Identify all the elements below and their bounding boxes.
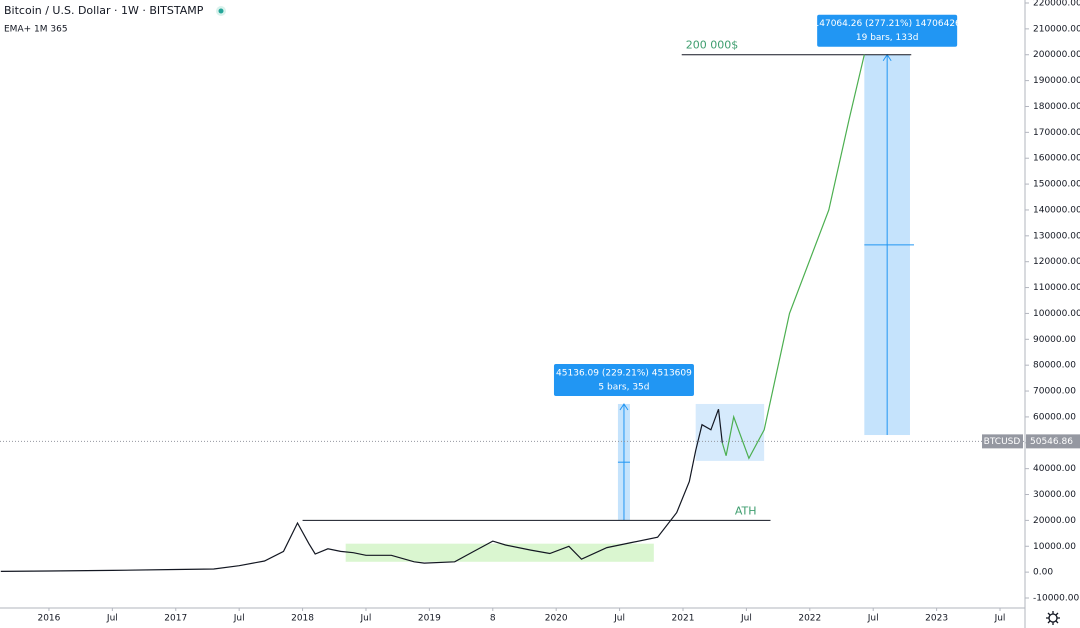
y-tick-label: 70000.00	[1033, 387, 1076, 397]
y-tick-label: 40000.00	[1033, 464, 1076, 474]
y-tick-label: 140000.00	[1033, 205, 1080, 215]
measure-label-box	[817, 14, 958, 47]
x-tick-label: Jul	[613, 614, 625, 624]
x-tick-label: 2022	[798, 614, 821, 624]
y-tick-label: 190000.00	[1033, 76, 1080, 86]
y-tick-label: 180000.00	[1033, 102, 1080, 112]
x-tick-label: 2016	[37, 614, 60, 624]
y-tick-label: 110000.00	[1033, 283, 1080, 293]
x-tick-label: Jul	[740, 614, 752, 624]
x-tick-label: 2018	[291, 614, 314, 624]
zone	[345, 543, 654, 562]
y-tick-label: 20000.00	[1033, 516, 1076, 526]
y-tick-label: 120000.00	[1033, 257, 1080, 267]
x-tick-label: Jul	[233, 614, 245, 624]
measure-label: 19 bars, 133d	[856, 33, 919, 43]
measure-label: 5 bars, 35d	[598, 382, 649, 392]
last-price-box	[1026, 434, 1080, 449]
chart-title: Bitcoin / U.S. Dollar · 1W · BITSTAMP	[4, 4, 204, 17]
series-line	[721, 54, 865, 460]
y-tick-label: 100000.00	[1033, 309, 1080, 319]
x-tick-label: 2019	[418, 614, 441, 624]
y-tick-label: 10000.00	[1033, 542, 1076, 552]
y-tick-label: 60000.00	[1033, 412, 1076, 422]
measure-label-box	[553, 363, 694, 396]
y-tick-label: 200000.00	[1033, 50, 1080, 60]
x-tick-label: 2017	[164, 614, 187, 624]
y-tick-label: -10000.00	[1033, 594, 1079, 604]
y-tick-label: 150000.00	[1033, 180, 1080, 190]
x-tick-label: 2021	[672, 614, 695, 624]
y-tick-label: 130000.00	[1033, 231, 1080, 241]
measure-label: 147064.26 (277.21%) 14706426	[814, 19, 962, 29]
y-tick-label: 170000.00	[1033, 128, 1080, 138]
measure-label: 45136.09 (229.21%) 4513609	[556, 368, 692, 378]
y-tick-label: 0.00	[1033, 568, 1053, 578]
x-tick-label: Jul	[360, 614, 372, 624]
settings-icon[interactable]	[1046, 611, 1060, 625]
level-label: 200 000$	[686, 39, 739, 52]
status-dot	[218, 8, 224, 14]
last-price-value: 50546.86	[1030, 437, 1073, 447]
last-price-name-box	[982, 434, 1023, 449]
x-tick-label: Jul	[994, 614, 1006, 624]
level-label: ATH	[735, 504, 757, 517]
x-tick-label: Jul	[106, 614, 118, 624]
y-tick-label: 160000.00	[1033, 154, 1080, 164]
measure-arrowhead	[619, 403, 629, 411]
x-tick-label: 8	[490, 614, 496, 624]
y-tick-label: 220000.00	[1033, 0, 1080, 9]
x-tick-label: Jul	[867, 614, 879, 624]
y-tick-label: 30000.00	[1033, 490, 1076, 500]
series-line	[0, 408, 723, 572]
x-tick-label: 2020	[545, 614, 568, 624]
y-tick-label: 80000.00	[1033, 361, 1076, 371]
last-price-name: BTCUSD	[984, 437, 1021, 447]
y-tick-label: 210000.00	[1033, 24, 1080, 34]
zone	[695, 403, 765, 461]
y-tick-label: 90000.00	[1033, 335, 1076, 345]
plot-area: 45136.09 (229.21%) 4513609 5 bars, 35d 147…	[0, 14, 1025, 572]
x-tick-label: 2023	[925, 614, 948, 624]
indicator-label: EMA+ 1M 365	[4, 25, 68, 35]
